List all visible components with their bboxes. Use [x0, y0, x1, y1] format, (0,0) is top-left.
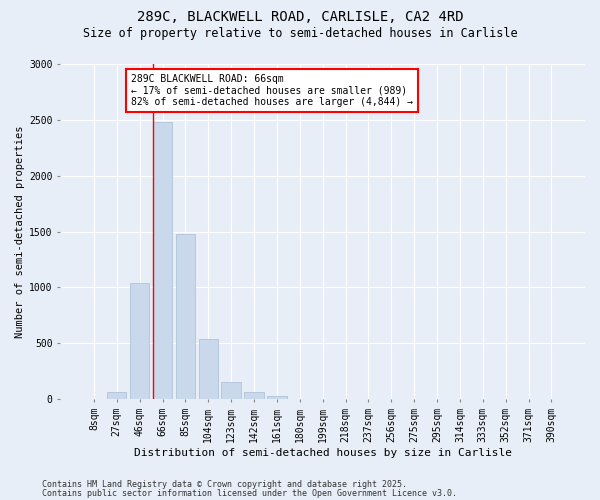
Text: 289C, BLACKWELL ROAD, CARLISLE, CA2 4RD: 289C, BLACKWELL ROAD, CARLISLE, CA2 4RD — [137, 10, 463, 24]
Bar — [130, 283, 149, 399]
Bar — [176, 234, 195, 399]
Bar — [153, 122, 172, 399]
Bar — [221, 382, 241, 399]
Bar — [199, 338, 218, 399]
Text: 289C BLACKWELL ROAD: 66sqm
← 17% of semi-detached houses are smaller (989)
82% o: 289C BLACKWELL ROAD: 66sqm ← 17% of semi… — [131, 74, 413, 108]
Bar — [244, 392, 264, 399]
Bar — [107, 392, 127, 399]
Text: Contains HM Land Registry data © Crown copyright and database right 2025.: Contains HM Land Registry data © Crown c… — [42, 480, 407, 489]
Text: Size of property relative to semi-detached houses in Carlisle: Size of property relative to semi-detach… — [83, 28, 517, 40]
Y-axis label: Number of semi-detached properties: Number of semi-detached properties — [15, 126, 25, 338]
X-axis label: Distribution of semi-detached houses by size in Carlisle: Distribution of semi-detached houses by … — [134, 448, 512, 458]
Text: Contains public sector information licensed under the Open Government Licence v3: Contains public sector information licen… — [42, 489, 457, 498]
Bar — [267, 396, 287, 399]
